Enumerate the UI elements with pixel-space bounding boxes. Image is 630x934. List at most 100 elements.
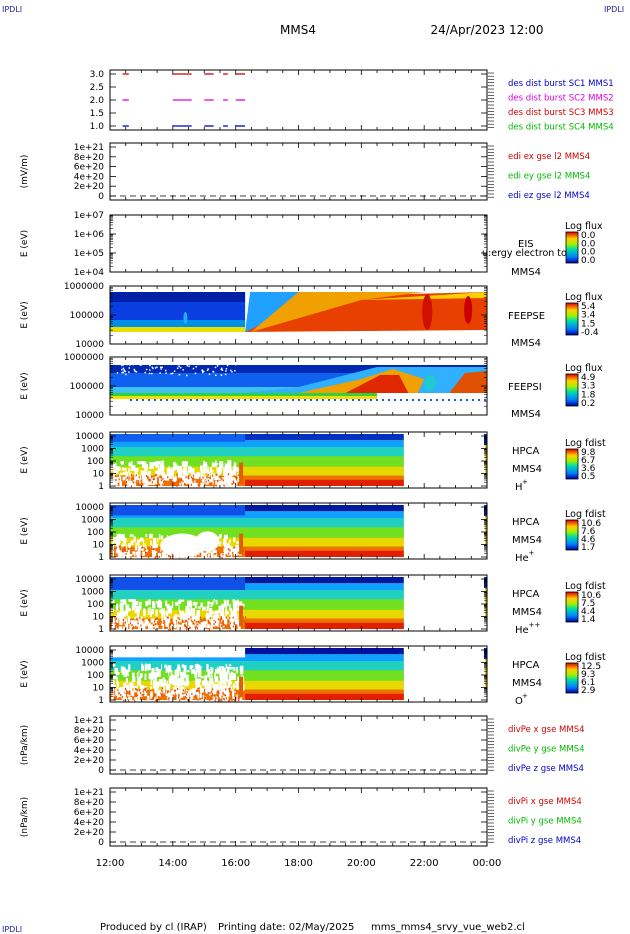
spectrogram-cell [204,696,206,699]
spectrogram-cell [188,365,190,367]
spectrogram-cell [213,598,216,602]
spectrogram-cell [114,464,117,467]
spectrogram-cell [176,687,179,690]
spectrogram-cell [192,477,194,480]
spectrogram-cell [206,606,209,612]
spectrogram-cell [187,691,190,700]
spectrogram-cell [245,622,404,629]
spectrogram-cell [129,690,131,693]
spectrogram-cell [121,544,123,548]
spectrogram-cell [116,682,119,690]
spectrogram-cell [262,399,264,401]
spectrogram-cell [484,399,486,401]
spectrogram-cell [165,666,168,674]
spectrogram-cell [167,665,172,672]
spectrogram-cell [115,466,121,471]
spectrogram-cell [145,479,148,486]
spectrogram-cell [137,539,140,545]
spectrogram-cell [200,466,203,471]
spectrogram-cell [154,696,157,702]
spectrogram-cell [170,481,173,484]
spectrogram-cell [180,615,182,622]
spectrogram-cell [110,648,246,658]
spectrogram-cell [133,369,136,372]
spectrogram-cell [205,480,207,483]
spectrogram-cell [220,676,224,683]
spectrogram-cell [205,685,210,692]
spectrogram-cell [216,615,220,623]
spectrogram-cell [133,477,135,480]
panel-border [109,69,488,131]
spectrogram-cell [168,692,171,701]
spectrogram-cell [122,538,126,543]
spectrogram-cell [126,669,129,676]
spectrogram-cell [229,615,232,620]
spectrogram-cell [135,542,137,548]
spectrogram-cell [110,537,404,547]
panel-border [109,214,488,273]
spectrogram-cell [187,600,192,606]
y-tick-label: 1000 [81,588,104,598]
spectrogram-cell [142,399,144,401]
spectrogram-cell [212,627,215,630]
spectrogram-cell [222,622,225,625]
spectrogram-cell [225,535,228,539]
y-tick-label: 10 [93,684,105,694]
spectrogram-cell [227,464,229,470]
spectrogram-cell [134,603,137,609]
spectrogram-cell [226,599,230,606]
spectrogram-cell [204,688,206,691]
time-tick-label: 00:00 [473,858,502,869]
spectrogram-cell [151,622,153,625]
spectrogram-cell [180,611,185,617]
spectrogram-cell [130,556,132,559]
spectrogram-cell [152,672,157,680]
spectrogram-cell [121,614,125,619]
spectrogram-cell [222,479,224,482]
colorbar-tick-label: 0.0 [581,239,596,249]
spectrogram-cell [197,483,199,486]
spectrogram-cell [149,364,151,367]
spectrogram-cell [116,534,120,541]
y-tick-label: 0 [98,192,104,202]
spectrogram-cell [227,464,231,467]
spectrogram-cell [181,461,187,467]
spectrogram-cell [194,372,197,375]
spectrogram-cell [164,626,166,629]
spectrogram-cell [231,699,233,702]
spectrogram-cell [121,364,123,367]
spectrogram-cell [195,684,200,691]
colorbar-tick-label: 3.6 [581,464,596,474]
spectrogram-cell [173,621,177,629]
spectrogram-cell [222,686,226,690]
spectrogram-cell [221,699,223,702]
spectrogram-cell [160,479,163,482]
spectrogram-cell [179,466,182,469]
spectrogram-cell [155,628,157,631]
spectrogram-cell [189,692,194,700]
y-tick-label: 10000 [75,432,104,442]
spectrogram-cell [185,614,189,622]
spectrogram-cell [110,320,246,327]
spectrogram-cell [110,654,404,661]
spectrogram-cell [200,465,202,468]
spectrogram-cell [185,606,189,614]
spectrogram-cell [232,399,234,401]
spectrogram-cell [110,648,404,655]
spectrogram-cell [206,674,210,678]
spectrogram-cell [216,694,218,697]
spectrogram-cell [245,616,247,619]
spectrogram-cell [150,618,155,623]
spectrogram-cell [196,689,198,692]
spectrogram-cell [484,434,487,445]
spectrogram-cell [169,556,171,559]
spectrogram-cell [114,475,116,478]
spectrogram-cell [116,677,118,686]
spectrogram-cell [132,625,135,628]
spectrogram-cell [204,475,206,482]
spectrogram-cell [162,477,164,480]
spectrogram-cell [168,674,170,677]
spectrogram-cell [382,399,384,401]
spectrogram-cell [196,610,200,618]
spectrogram-cell [223,548,225,553]
